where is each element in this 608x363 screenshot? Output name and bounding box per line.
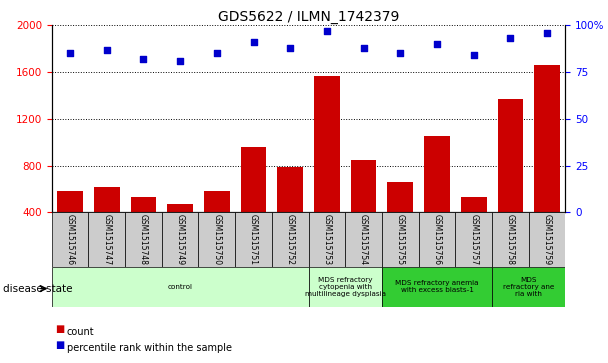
Bar	[534, 65, 560, 259]
Title: GDS5622 / ILMN_1742379: GDS5622 / ILMN_1742379	[218, 11, 399, 24]
Point	[285, 45, 295, 51]
Text: GSM1515759: GSM1515759	[542, 214, 551, 265]
Text: GSM1515750: GSM1515750	[212, 214, 221, 265]
Point	[322, 28, 332, 34]
Point	[469, 52, 478, 58]
Text: disease state: disease state	[3, 284, 72, 294]
Point	[542, 30, 552, 36]
Text: GSM1515746: GSM1515746	[66, 214, 75, 265]
Text: GSM1515756: GSM1515756	[432, 214, 441, 265]
Text: GSM1515755: GSM1515755	[396, 214, 405, 265]
Bar	[167, 204, 193, 259]
Text: control: control	[168, 284, 193, 290]
Bar	[198, 212, 235, 267]
Text: ■: ■	[55, 324, 64, 334]
Text: GSM1515749: GSM1515749	[176, 214, 185, 265]
Bar	[529, 212, 565, 267]
Point	[139, 56, 148, 62]
Point	[212, 50, 222, 56]
Text: MDS refractory
cytopenia with
multilineage dysplasia: MDS refractory cytopenia with multilinea…	[305, 277, 385, 297]
Bar	[125, 212, 162, 267]
Text: MDS
refractory ane
ria with: MDS refractory ane ria with	[503, 277, 554, 297]
Text: GSM1515757: GSM1515757	[469, 214, 478, 265]
Text: GSM1515758: GSM1515758	[506, 214, 515, 265]
Point	[175, 58, 185, 64]
Text: GSM1515751: GSM1515751	[249, 214, 258, 265]
Bar	[314, 76, 340, 259]
Bar	[88, 212, 125, 267]
Bar	[455, 212, 492, 267]
Bar	[387, 182, 413, 259]
Bar	[277, 167, 303, 259]
Text: percentile rank within the sample: percentile rank within the sample	[67, 343, 232, 354]
Bar	[308, 267, 382, 307]
Text: ■: ■	[55, 340, 64, 351]
Bar	[419, 212, 455, 267]
Point	[432, 41, 442, 47]
Bar	[345, 212, 382, 267]
Point	[249, 39, 258, 45]
Text: GSM1515747: GSM1515747	[102, 214, 111, 265]
Point	[65, 50, 75, 56]
Bar	[131, 197, 156, 259]
Bar	[382, 267, 492, 307]
Text: count: count	[67, 327, 94, 337]
Bar	[272, 212, 308, 267]
Bar	[492, 212, 529, 267]
Bar	[94, 187, 120, 259]
Bar	[308, 212, 345, 267]
Text: GSM1515752: GSM1515752	[286, 214, 295, 265]
Text: MDS refractory anemia
with excess blasts-1: MDS refractory anemia with excess blasts…	[395, 280, 478, 293]
Point	[359, 45, 368, 51]
Bar	[424, 136, 450, 259]
Text: GSM1515754: GSM1515754	[359, 214, 368, 265]
Point	[395, 50, 405, 56]
Bar	[52, 212, 88, 267]
Bar	[461, 197, 486, 259]
Point	[102, 47, 112, 53]
Bar	[241, 147, 266, 259]
Text: GSM1515748: GSM1515748	[139, 214, 148, 265]
Bar	[351, 160, 376, 259]
Bar	[382, 212, 419, 267]
Bar	[492, 267, 565, 307]
Bar	[497, 99, 523, 259]
Bar	[235, 212, 272, 267]
Bar	[204, 191, 230, 259]
Bar	[162, 212, 198, 267]
Bar	[57, 191, 83, 259]
Point	[505, 36, 515, 41]
Text: GSM1515753: GSM1515753	[322, 214, 331, 265]
Bar	[52, 267, 308, 307]
